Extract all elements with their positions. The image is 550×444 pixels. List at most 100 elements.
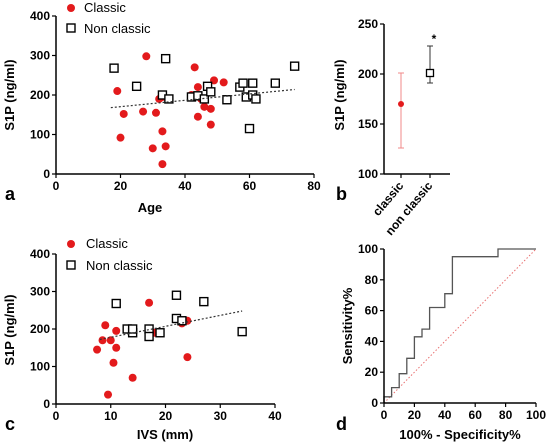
classic-point [109,358,118,367]
x-tick-label: 40 [178,179,192,193]
panel-d: 0 20 40 60 80 100 0 20 40 60 80 100 100% - Specifi… [336,242,546,442]
panel-c-y-ticks: 0 100 200 300 400 [30,247,56,411]
classic-point [206,120,215,129]
panel-c: 0 10 20 30 40 0 100 200 300 400 IVS (mm) S1P (ng… [2,236,282,442]
classic-mean-point [398,101,404,107]
panel-a-trendline [110,88,295,109]
y-tick-label: 200 [30,322,50,336]
panel-d-reference-line [383,248,537,404]
y-tick-label: 60 [365,304,379,318]
nonclassic-point [164,94,174,104]
y-tick-label: 0 [371,396,378,410]
classic-point [98,336,107,345]
x-tick-label: 60 [243,179,257,193]
panel-c-legend-classic: Classic [86,236,128,251]
classic-point [148,144,157,153]
x-tick-label: 100 [526,408,546,422]
classic-point [101,321,110,330]
y-tick-label: 100 [30,128,50,142]
y-tick-label: 0 [43,397,50,411]
nonclassic-point [238,78,248,88]
y-tick-label: 80 [365,273,379,287]
panel-d-ylabel: Sensitivity% [340,287,355,364]
panel-a-legend-classic: Classic [84,0,126,15]
panel-c-ylabel: S1P (ng/ml) [2,294,17,365]
nonclassic-point [155,328,165,338]
nonclassic-point [251,94,261,104]
classic-point [112,343,121,352]
panel-a-xlabel: Age [138,200,163,215]
panel-a-x-ticks: 0 20 40 60 80 [53,174,321,193]
y-tick-label: 100 [358,242,378,256]
y-tick-label: 40 [365,334,379,348]
classic-point [116,133,125,142]
panel-b-y-ticks: 100 150 200 250 [358,17,384,181]
nonclassic-point [289,61,300,71]
classic-point [151,108,160,117]
panel-a-label: a [5,184,16,204]
nonclassic-point [160,53,171,64]
classic-point [119,109,128,118]
panel-d-x-ticks: 0 20 40 60 80 100 [381,403,546,422]
x-tick-label: 40 [268,409,282,423]
panel-a-ylabel: S1P (ng/ml) [2,59,17,130]
x-tick-label: 10 [104,409,118,423]
panel-c-legend-nonclassic: Non classic [86,258,153,273]
x-tick-label: 60 [469,408,483,422]
nonclassic-point [270,78,280,88]
x-tick-label: 20 [408,408,422,422]
y-tick-label: 250 [358,17,378,31]
panel-a-legend-nonclassic: Non classic [84,21,151,36]
classic-point [93,345,102,354]
classic-point [104,390,113,399]
y-tick-label: 100 [30,360,50,374]
panel-c-legend-nonclassic-marker [66,260,76,270]
classic-point [193,83,202,92]
nonclassic-point [244,123,255,134]
nonclassic-point [206,87,216,97]
classic-point [113,87,122,96]
y-tick-label: 150 [358,117,378,131]
x-tick-label: 20 [114,179,128,193]
panel-d-y-ticks: 0 20 40 60 80 100 [358,242,384,410]
nonclassic-point [109,63,119,73]
classic-point [190,63,199,72]
x-tick-label: 80 [307,179,321,193]
panel-a-legend-classic-marker [67,4,75,12]
classic-point [193,112,202,121]
y-tick-label: 300 [30,49,50,63]
x-tick-label: 20 [159,409,173,423]
nonclassic-point [131,81,142,92]
panel-b-label: b [336,184,347,204]
x-tick-label: 30 [214,409,228,423]
panel-c-legend: Classic Non classic [66,236,153,273]
panel-d-label: d [336,414,347,434]
classic-point [200,102,209,111]
x-tick-label: 80 [499,408,513,422]
y-tick-label: 200 [358,67,378,81]
nonclassic-point [144,331,154,342]
y-tick-label: 400 [30,247,50,261]
panel-c-xlabel: IVS (mm) [137,427,193,442]
panel-c-label: c [5,414,15,434]
classic-point [183,353,192,362]
classic-point [161,142,170,151]
classic-point [158,127,167,136]
panel-c-trendline [99,310,243,341]
panel-b-significance: * [432,32,437,46]
panel-a-legend-nonclassic-marker [66,23,76,33]
classic-point [112,326,121,335]
x-tick-label: 0 [381,408,388,422]
x-tick-label: 0 [53,409,60,423]
y-tick-label: 20 [365,365,379,379]
classic-point [128,373,137,382]
y-tick-label: 0 [43,167,50,181]
nonclassic-point [177,316,187,326]
nonclassic-point [171,290,182,300]
classic-point [206,104,215,113]
panel-a-marks [109,52,300,169]
nonclassic-mean-point [425,68,435,78]
